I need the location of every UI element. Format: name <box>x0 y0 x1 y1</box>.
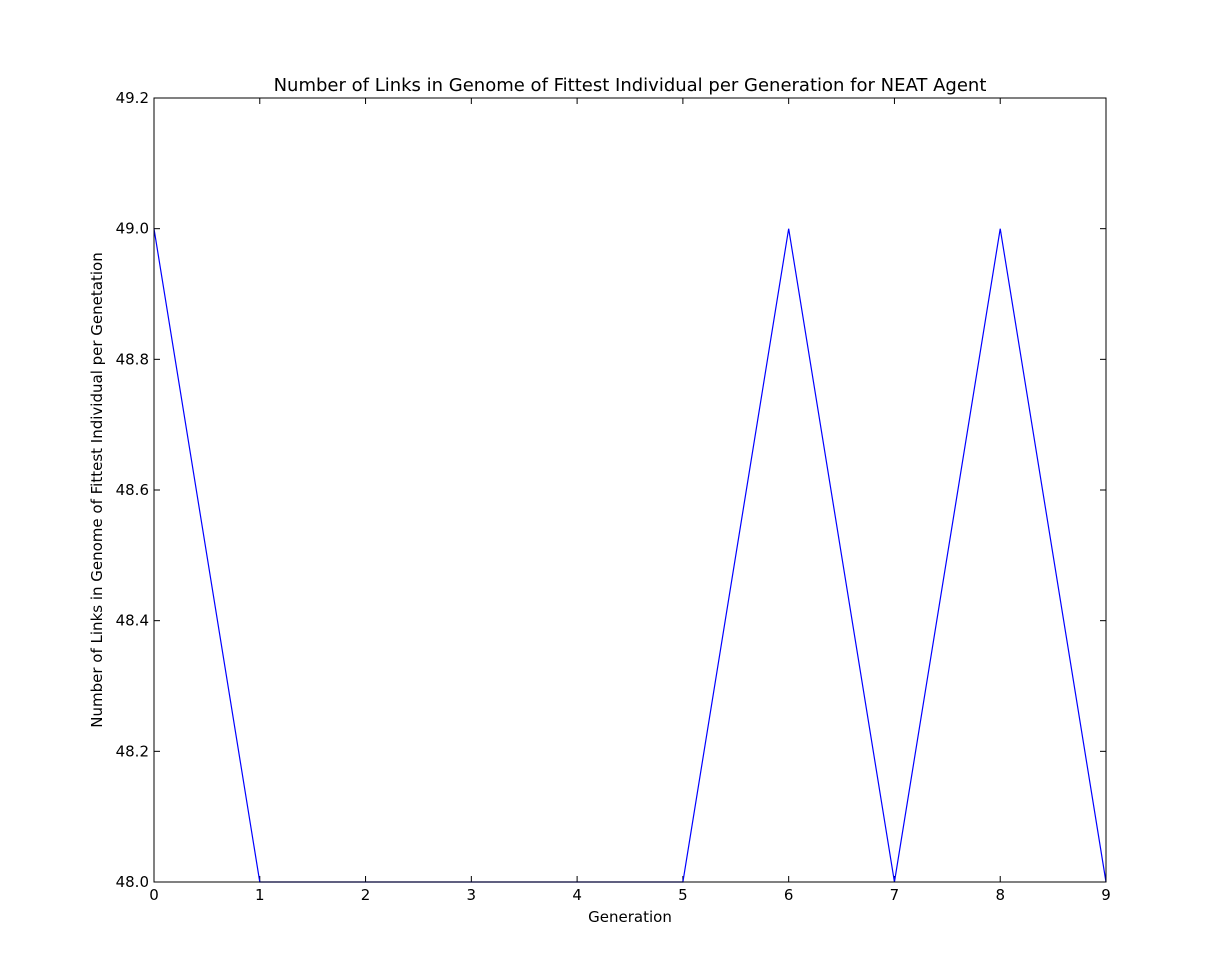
plot-frame <box>153 97 1107 883</box>
y-axis-label: Number of Links in Genome of Fittest Ind… <box>88 252 106 727</box>
y-tick-label: 48.4 <box>116 612 149 630</box>
x-tick-label: 4 <box>572 886 582 904</box>
x-tick-label: 6 <box>784 886 794 904</box>
x-tick-label: 2 <box>361 886 371 904</box>
x-axis-label: Generation <box>588 908 672 926</box>
x-tick-label: 5 <box>678 886 688 904</box>
ticks-group: 0 1 2 3 4 5 6 7 8 9 48.0 48.2 48.4 48.6 48.8 49.0 49.2 <box>116 89 1111 904</box>
y-tick-label: 49.0 <box>116 220 149 238</box>
y-tick-label: 48.6 <box>116 481 149 499</box>
chart-title: Number of Links in Genome of Fittest Ind… <box>274 75 987 96</box>
y-tick-label: 48.2 <box>116 742 149 760</box>
x-tick-label: 0 <box>149 886 159 904</box>
y-tick-label: 48.0 <box>116 873 149 891</box>
x-tick-label: 9 <box>1101 886 1111 904</box>
x-tick-label: 1 <box>255 886 265 904</box>
y-tick-label: 48.8 <box>116 350 149 368</box>
plot-area <box>154 98 1106 882</box>
x-tick-label: 7 <box>890 886 900 904</box>
x-tick-label: 3 <box>467 886 477 904</box>
x-tick-label: 8 <box>995 886 1005 904</box>
y-tick-label: 49.2 <box>116 89 149 107</box>
